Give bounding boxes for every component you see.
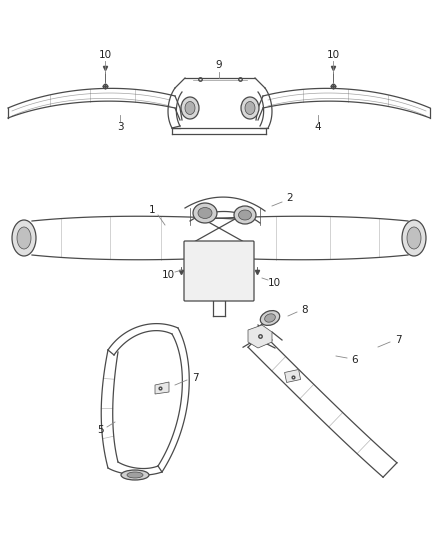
Text: 10: 10 — [162, 270, 175, 280]
Ellipse shape — [407, 227, 421, 249]
Ellipse shape — [234, 206, 256, 224]
Text: 2: 2 — [287, 193, 293, 203]
Text: 10: 10 — [268, 278, 281, 288]
Ellipse shape — [12, 220, 36, 256]
Ellipse shape — [265, 314, 276, 322]
Ellipse shape — [241, 97, 259, 119]
Ellipse shape — [239, 210, 251, 220]
Text: 10: 10 — [99, 50, 112, 60]
Ellipse shape — [121, 470, 149, 480]
Ellipse shape — [260, 311, 280, 326]
Ellipse shape — [402, 220, 426, 256]
Text: 10: 10 — [326, 50, 339, 60]
Text: 7: 7 — [192, 373, 198, 383]
Text: 6: 6 — [352, 355, 358, 365]
Ellipse shape — [17, 227, 31, 249]
Text: 7: 7 — [395, 335, 401, 345]
Ellipse shape — [127, 472, 143, 478]
Polygon shape — [248, 325, 272, 348]
Ellipse shape — [185, 101, 195, 115]
Ellipse shape — [193, 203, 217, 223]
Text: 3: 3 — [117, 122, 124, 132]
Ellipse shape — [181, 97, 199, 119]
FancyBboxPatch shape — [184, 241, 254, 301]
Text: 8: 8 — [302, 305, 308, 315]
Text: 5: 5 — [97, 425, 103, 435]
Ellipse shape — [198, 207, 212, 219]
Polygon shape — [285, 369, 300, 383]
Text: 4: 4 — [314, 122, 321, 132]
Text: 9: 9 — [215, 60, 223, 70]
Ellipse shape — [245, 101, 255, 115]
Text: 1: 1 — [148, 205, 155, 215]
Polygon shape — [155, 382, 169, 394]
